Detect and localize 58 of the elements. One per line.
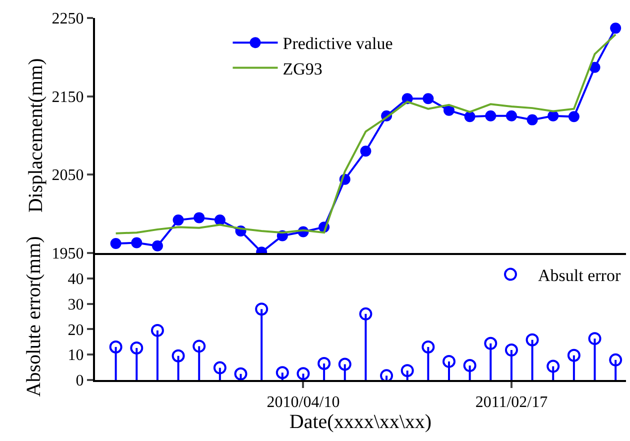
point [234, 367, 248, 380]
y-tick-label: 20 [68, 322, 84, 339]
point [213, 361, 226, 374]
point [150, 324, 164, 337]
point [194, 212, 205, 224]
point [444, 104, 454, 116]
legend-label: Absult error [538, 266, 621, 285]
x-tick-label: 2011/02/17 [475, 394, 548, 411]
point [610, 22, 622, 34]
point [110, 238, 122, 250]
point [172, 214, 184, 226]
point [172, 349, 185, 362]
point [568, 111, 580, 122]
point [567, 348, 580, 362]
point [318, 356, 331, 370]
point [464, 111, 476, 122]
y-tick-label: 2050 [52, 167, 84, 184]
y-tick-label: 2250 [52, 10, 84, 28]
point [526, 114, 538, 126]
point [422, 93, 434, 104]
legend-label: ZG93 [282, 59, 322, 78]
y-tick-label: 10 [68, 347, 84, 364]
point [109, 340, 122, 354]
point [400, 364, 414, 378]
y-tick-label: 30 [68, 296, 84, 314]
point [338, 358, 352, 371]
y-tick-label: 0 [76, 372, 84, 390]
point [546, 360, 560, 373]
point [588, 332, 602, 346]
legend-label: Predictive value [282, 34, 393, 54]
point [485, 110, 496, 122]
point [152, 240, 163, 252]
point [526, 333, 539, 346]
point [130, 341, 144, 354]
point [504, 344, 518, 357]
point [255, 302, 268, 316]
point [422, 340, 435, 354]
y-axis-title: Absolute error(mm) [22, 236, 45, 397]
point [484, 336, 498, 350]
point [360, 146, 372, 157]
point [609, 353, 622, 366]
point [359, 307, 372, 320]
y-tick-label: 2150 [52, 88, 84, 106]
y-tick-label: 40 [68, 270, 84, 288]
point [131, 237, 142, 248]
point [192, 340, 206, 353]
point [276, 366, 289, 380]
y-axis-title: Displacement(mm) [24, 58, 47, 213]
point [506, 110, 517, 122]
x-tick-label: 2010/04/10 [266, 394, 340, 411]
y-tick-label: 1950 [52, 246, 84, 263]
point [463, 359, 476, 372]
point [296, 367, 310, 380]
point [380, 369, 394, 380]
point [442, 354, 456, 368]
point [548, 110, 559, 122]
x-axis-title: Date(xxxx\xx\xx) [289, 410, 432, 433]
point [214, 214, 226, 226]
